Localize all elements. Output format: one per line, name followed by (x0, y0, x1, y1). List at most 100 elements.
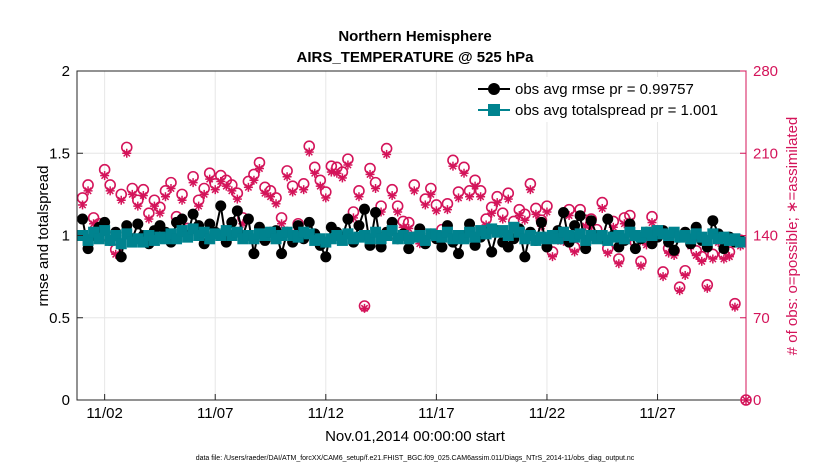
y-tick-label: 1.5 (49, 145, 70, 162)
y-axis-ticks: 0 0.5 1 1.5 2 (49, 63, 83, 409)
spread-point (591, 233, 603, 245)
rmse-point (436, 241, 448, 253)
obs-assimilated-point (354, 192, 364, 202)
spread-point (563, 230, 575, 241)
spread-point (364, 233, 376, 245)
spread-point (718, 231, 730, 243)
rmse-point (320, 251, 332, 263)
spread-point (668, 226, 680, 238)
obs-assimilated-point (232, 194, 242, 204)
spread-point (137, 236, 149, 248)
spread-point (502, 230, 514, 241)
x-tick-label: 11/02 (86, 405, 122, 422)
spread-point (176, 225, 188, 237)
spread-point (231, 226, 243, 238)
spread-point (110, 230, 122, 241)
spread-point (640, 226, 652, 238)
obs-assimilated-point (243, 182, 253, 192)
obs-assimilated-point (144, 214, 154, 224)
spread-point (475, 225, 487, 237)
spread-point (342, 228, 354, 240)
obs-assimilated-point (547, 252, 557, 262)
rmse-point (502, 241, 514, 253)
spread-point (99, 225, 111, 237)
spread-point (182, 231, 194, 243)
spread-point (359, 230, 371, 241)
spread-point (552, 233, 564, 245)
obs-assimilated-point (105, 186, 115, 196)
spread-point (469, 231, 481, 243)
spread-point (480, 228, 492, 240)
legend-spread-marker (488, 104, 500, 116)
obs-assimilated-point (675, 286, 685, 296)
spread-point (159, 233, 171, 245)
obs-assimilated-point (133, 201, 143, 211)
spread-point (657, 228, 669, 240)
rmse-point (276, 248, 288, 260)
spread-point (265, 226, 277, 238)
spread-point (281, 226, 293, 238)
obs-assimilated-point (266, 192, 276, 202)
spread-point (248, 233, 260, 245)
rmse-point (585, 215, 597, 227)
spread-point (392, 233, 404, 245)
spread-point (132, 233, 144, 245)
obs-assimilated-point (210, 185, 220, 195)
obs-assimilated-point (658, 272, 668, 282)
spread-point (674, 231, 686, 243)
x-tick-label: 11/17 (418, 405, 454, 422)
spread-point (220, 225, 232, 237)
series-layer (76, 140, 752, 406)
obs-assimilated-point (708, 254, 718, 264)
obs-assimilated-point (453, 193, 463, 203)
obs-assimilated-point (371, 184, 381, 193)
rmse-point (248, 248, 260, 260)
obs-assimilated-point (315, 181, 325, 191)
legend-rmse-label: obs avg rmse pr = 0.99757 (515, 81, 694, 98)
obs-assimilated-point (691, 250, 701, 260)
spread-point (602, 234, 614, 246)
spread-point (204, 233, 216, 245)
rmse-point (231, 205, 243, 217)
rmse-point (187, 208, 199, 220)
obs-assimilated-point (520, 215, 530, 225)
obs-assimilated-point (382, 149, 392, 159)
spread-point (447, 233, 459, 245)
spread-point (115, 238, 127, 250)
y-tick-label: 0 (62, 392, 70, 409)
rmse-point (602, 213, 614, 225)
spread-point (519, 233, 531, 245)
y2-axis-label: # of obs: o=possible; ∗=assimilated (784, 117, 801, 356)
spread-point (430, 230, 442, 241)
y2-tick-label: 140 (753, 228, 778, 245)
spread-point (497, 225, 509, 237)
spread-point (685, 233, 697, 245)
obs-assimilated-point (299, 185, 309, 195)
spread-point (331, 230, 343, 241)
y2-tick-label: 0 (753, 392, 761, 409)
rmse-point (176, 213, 188, 225)
spread-point (491, 226, 503, 238)
spread-point (292, 231, 304, 243)
obs-assimilated-point (448, 161, 458, 171)
obs-assimilated-point (636, 261, 646, 271)
spread-point (585, 230, 597, 241)
y-axis-label: rmse and totalspread (35, 166, 52, 307)
spread-point (154, 231, 166, 243)
spread-point (126, 236, 138, 248)
rmse-point (370, 206, 382, 218)
obs-assimilated-point (647, 218, 657, 228)
y-tick-label: 1 (62, 228, 70, 245)
rmse-point (574, 210, 586, 222)
rmse-point (242, 213, 254, 225)
obs-assimilated-point (470, 181, 480, 191)
obs-assimilated-point (465, 192, 475, 202)
spread-point (646, 230, 658, 241)
obs-assimilated-point (277, 219, 287, 229)
chart-title: Northern Hemisphere (338, 28, 491, 45)
spread-point (541, 233, 553, 245)
spread-point (712, 233, 724, 245)
spread-point (652, 225, 664, 237)
spread-point (464, 226, 476, 238)
obs-assimilated-point (127, 189, 137, 199)
